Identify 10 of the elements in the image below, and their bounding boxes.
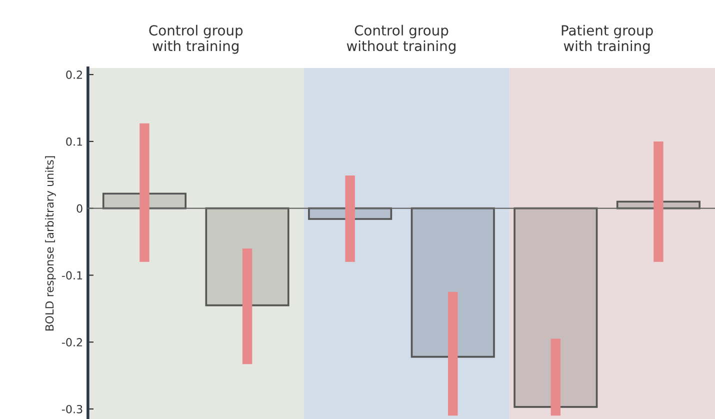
text: Control group without training: [346, 24, 456, 54]
y-tick-label: -0.3: [62, 404, 82, 414]
text: Patient group with training: [562, 24, 653, 54]
y-tick-label: -0.2: [62, 338, 82, 346]
y-tick-label: 0.1: [66, 137, 82, 146]
y-axis-title: BOLD response [arbitrary units]: [45, 156, 56, 331]
y-tick-label: 0.2: [66, 70, 82, 79]
text: Control group with training: [149, 24, 243, 54]
y-tick-label: 0: [76, 204, 82, 213]
y-tick-label: -0.1: [62, 271, 82, 280]
